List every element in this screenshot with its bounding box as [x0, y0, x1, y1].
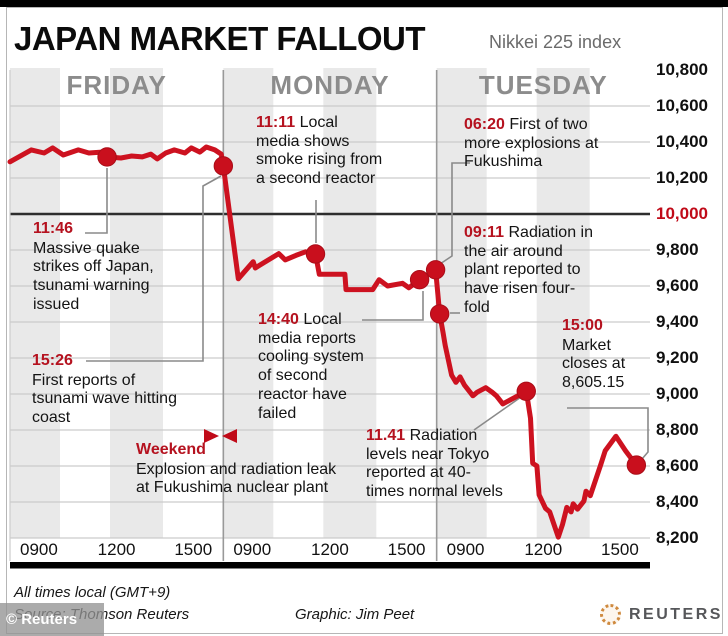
annotation-connector — [362, 291, 424, 321]
annotation-weekend-text: Explosion and radiation leak at Fukushim… — [136, 460, 337, 497]
x-tick-friday-0900: 0900 — [20, 540, 58, 559]
background-stripe — [436, 68, 487, 538]
annotation-cooling-time: 14:40 — [258, 311, 299, 328]
annotation-connector — [85, 168, 108, 234]
background-stripe — [223, 68, 274, 538]
y-axis-label-10,000: 10,000 — [656, 204, 708, 223]
x-tick-monday-0900: 0900 — [233, 540, 272, 559]
timezone-note: All times local (GMT+9) — [14, 584, 171, 601]
annotation-connector — [86, 175, 222, 362]
x-tick-tuesday-1500: 1500 — [601, 540, 639, 559]
x-tick-friday-1200: 1200 — [97, 540, 136, 559]
y-axis-label-10,200: 10,200 — [656, 168, 708, 187]
y-axis-label-10,600: 10,600 — [656, 96, 708, 115]
x-tick-monday-1200: 1200 — [311, 540, 349, 559]
x-tick-tuesday-1200: 1200 — [524, 540, 563, 559]
chart-subtitle: Nikkei 225 index — [489, 32, 622, 52]
annotation-quake-time: 11:46 — [33, 220, 74, 237]
weekend-arrow-left-icon — [222, 429, 237, 443]
nikkei-price-line — [7, 144, 639, 540]
annotation-radiation-tokyo: 11.41 Radiation levels near Tokyo report… — [366, 427, 508, 502]
day-header-tuesday: TUESDAY — [478, 70, 608, 100]
annotation-tsunami: 15:26 First reports of tsunami wave hitti… — [32, 352, 180, 428]
annotation-cooling-text: Local media reports cooling system of se… — [258, 311, 364, 422]
annotation-close: 15:00 Market closes at 8,605.15 — [562, 317, 658, 393]
annotation-connector — [567, 407, 649, 460]
annotation-radiation-tokyo-text: Radiation levels near Tokyo reported at … — [366, 427, 503, 501]
event-marker-15:26 — [213, 156, 234, 176]
background-stripe — [536, 68, 590, 538]
page-title: JAPAN MARKET FALLOUT — [14, 20, 426, 57]
event-marker-14:40 — [409, 270, 430, 290]
x-tick-friday-1500: 1500 — [174, 540, 213, 559]
y-axis-label-9,400: 9,400 — [656, 312, 699, 331]
y-axis-label-9,600: 9,600 — [656, 276, 699, 295]
annotation-radiation-air-text: Radiation in the air around plant report… — [464, 224, 593, 316]
y-axis-label-10,400: 10,400 — [656, 132, 708, 151]
annotation-cooling: 14:40 Local media reports cooling system… — [258, 311, 380, 423]
day-header-friday: FRIDAY — [66, 70, 167, 100]
annotation-explosions-text: First of two more explosions at Fukushim… — [464, 116, 599, 171]
annotation-smoke-text: Local media shows smoke rising from a se… — [256, 114, 383, 188]
x-axis-bar — [10, 562, 650, 569]
y-axis-label-8,200: 8,200 — [656, 528, 699, 547]
event-marker-06:20 — [425, 260, 446, 280]
annotation-connector — [439, 162, 470, 265]
annotation-close-time: 15:00 — [562, 317, 603, 334]
event-marker-15:00 — [626, 455, 647, 475]
x-tick-monday-1500: 1500 — [387, 540, 426, 559]
graphic-credit: Graphic: Jim Peet — [295, 606, 415, 623]
y-axis-label-9,800: 9,800 — [656, 240, 699, 259]
day-header-monday: MONDAY — [270, 70, 390, 100]
event-marker-11:46 — [97, 147, 117, 167]
y-axis-label-9,000: 9,000 — [656, 384, 699, 403]
weekend-arrow-right-icon — [204, 429, 219, 443]
annotation-weekend-label: Weekend — [136, 441, 206, 458]
annotation-quake: 11:46 Massive quake strikes off Japan, ts… — [33, 220, 173, 315]
annotation-radiation-tokyo-time: 11.41 — [366, 427, 406, 444]
y-axis-label-8,600: 8,600 — [656, 456, 699, 475]
y-axis-label-8,400: 8,400 — [656, 492, 699, 511]
annotation-weekend: Weekend Explosion and radiation leak at F… — [136, 441, 344, 498]
annotation-explosions-time: 06:20 — [464, 116, 505, 133]
background-stripe — [323, 68, 377, 538]
annotation-radiation-air-time: 09:11 — [464, 224, 505, 241]
annotation-quake-text: Massive quake strikes off Japan, tsunami… — [33, 239, 154, 313]
event-marker-11:11 — [305, 244, 326, 264]
annotation-explosions: 06:20 First of two more explosions at Fu… — [464, 116, 602, 172]
reuters-logo-text: REUTERS — [629, 605, 723, 623]
x-tick-tuesday-0900: 0900 — [446, 540, 485, 559]
annotation-tsunami-text: First reports of tsunami wave hitting co… — [32, 371, 177, 427]
top-black-bar — [0, 0, 728, 7]
reuters-logo: REUTERS — [600, 604, 723, 625]
event-marker-11.41 — [516, 381, 536, 401]
annotation-connector — [473, 396, 522, 431]
annotation-tsunami-time: 15:26 — [32, 352, 73, 369]
annotation-radiation-air: 09:11 Radiation in the air around plant … — [464, 224, 596, 318]
y-axis-label-9,200: 9,200 — [656, 348, 699, 367]
annotation-smoke-time: 11:11 — [256, 114, 296, 131]
event-marker-09:11 — [429, 304, 450, 324]
annotation-smoke: 11:11 Local media shows smoke rising fro… — [256, 114, 384, 189]
background-stripe — [110, 68, 163, 538]
reuters-globe-icon — [600, 604, 621, 625]
y-axis-label-10,800: 10,800 — [656, 60, 708, 79]
reuters-watermark: © Reuters — [0, 603, 104, 636]
y-axis-label-8,800: 8,800 — [656, 420, 699, 439]
annotation-close-text: Market closes at 8,605.15 — [562, 336, 626, 392]
